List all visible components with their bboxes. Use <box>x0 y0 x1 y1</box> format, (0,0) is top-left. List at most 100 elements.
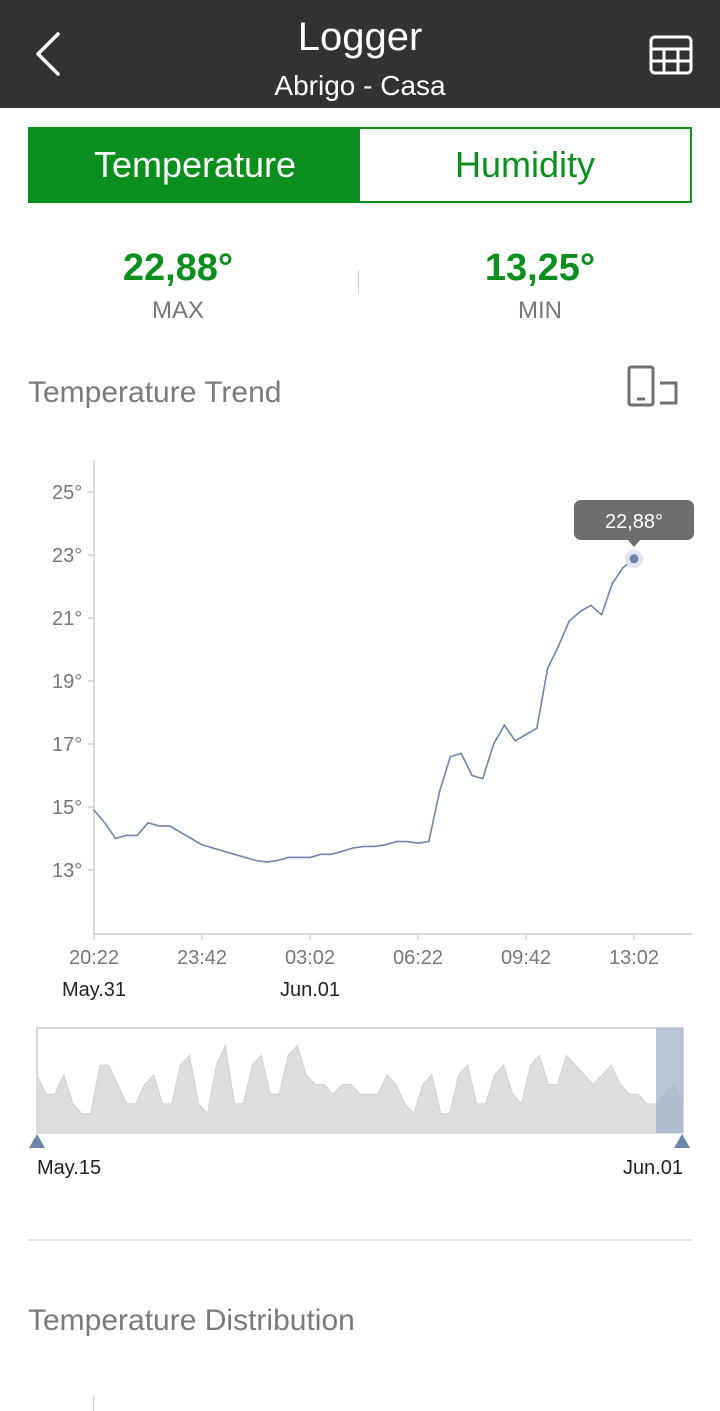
page-subtitle: Abrigo - Casa <box>274 70 446 101</box>
data-point <box>374 845 376 848</box>
y-tick-label: 21° <box>52 608 82 630</box>
page-title: Logger <box>297 15 423 59</box>
chevron-left-icon <box>36 32 60 76</box>
range-navigator[interactable]: May.15 Jun.01 <box>0 1020 720 1190</box>
data-point <box>449 755 452 758</box>
data-point <box>114 837 117 840</box>
value-tooltip: 22,88° <box>574 500 694 547</box>
data-point <box>309 856 311 859</box>
data-point <box>590 604 592 607</box>
y-tick-label: 15° <box>52 797 82 819</box>
data-point <box>525 733 527 736</box>
table-view-button[interactable] <box>648 32 694 78</box>
x-tick-label: 03:02 <box>285 947 335 969</box>
data-point <box>233 853 236 856</box>
rotate-screen-button[interactable] <box>626 364 682 410</box>
data-point <box>147 821 149 824</box>
navigator-end-label: Jun.01 <box>623 1157 683 1179</box>
temperature-series-line <box>93 558 635 863</box>
data-point <box>438 790 441 793</box>
tooltip-label: 22,88° <box>605 511 663 533</box>
data-point <box>168 825 171 827</box>
navigator-start-label: May.15 <box>37 1157 101 1179</box>
data-point <box>611 582 614 585</box>
max-value: 22,88° <box>122 247 234 289</box>
data-point <box>266 861 268 863</box>
data-point <box>406 840 409 843</box>
max-label: MAX <box>151 297 204 324</box>
data-point <box>557 645 560 648</box>
x-tick-label: 20:22 <box>69 947 119 969</box>
y-tick-label: 17° <box>52 734 82 756</box>
x-tick-label: 06:22 <box>393 947 443 969</box>
navigator-right-handle[interactable] <box>674 1134 690 1148</box>
data-point <box>471 774 473 777</box>
y-tick-label: 23° <box>52 545 82 567</box>
data-point <box>330 853 333 856</box>
data-point <box>417 842 419 845</box>
data-point <box>482 777 484 780</box>
data-point <box>287 856 290 859</box>
data-point <box>179 831 182 833</box>
data-point <box>136 834 138 837</box>
data-point <box>503 724 506 726</box>
data-point <box>158 825 160 827</box>
data-point <box>622 566 624 569</box>
distribution-chart-axis <box>93 1396 94 1411</box>
table-grid-icon <box>649 35 693 75</box>
data-point <box>212 847 214 849</box>
min-label: MIN <box>518 297 562 324</box>
data-point <box>298 856 301 859</box>
data-point <box>460 752 463 755</box>
x-date-label: May.31 <box>62 979 126 1001</box>
data-point <box>363 845 365 848</box>
min-value: 13,25° <box>484 247 596 289</box>
data-point <box>244 856 246 859</box>
x-date-label: Jun.01 <box>280 979 340 1001</box>
data-point <box>536 727 538 730</box>
temperature-trend-chart[interactable]: 13° 15° 17° 19° 21° 23° 25° 20:22 23:42 03:02 06:2… <box>0 440 720 1010</box>
x-tick-label: 23:42 <box>177 947 227 969</box>
data-point <box>514 740 516 742</box>
data-point <box>492 743 495 745</box>
section-divider <box>28 1239 692 1241</box>
trend-title: Temperature Trend <box>28 376 282 409</box>
min-stat: 13,25° MIN <box>390 246 690 326</box>
data-point <box>579 610 581 613</box>
data-point <box>352 847 355 849</box>
x-tick-label: 09:42 <box>501 947 551 969</box>
data-point <box>201 844 203 846</box>
data-point <box>384 844 387 846</box>
highlight-point[interactable] <box>629 554 639 564</box>
back-button[interactable] <box>30 28 70 80</box>
data-point <box>190 837 192 840</box>
data-point <box>341 850 344 852</box>
x-tick-label: 13:02 <box>609 947 659 969</box>
navigator-left-handle[interactable] <box>29 1134 45 1148</box>
tab-humidity[interactable]: Humidity <box>360 129 690 201</box>
data-point <box>568 620 570 622</box>
data-point <box>395 840 398 843</box>
distribution-title: Temperature Distribution <box>28 1304 355 1337</box>
tab-temperature[interactable]: Temperature <box>30 129 360 201</box>
app-header: Logger Abrigo - Casa <box>0 0 720 108</box>
data-point <box>93 809 95 811</box>
data-point <box>125 834 128 837</box>
data-point <box>255 859 257 862</box>
data-point <box>546 667 549 670</box>
navigator-selection[interactable] <box>656 1028 683 1133</box>
data-point <box>320 853 322 856</box>
data-point <box>600 614 603 616</box>
data-point <box>104 821 106 824</box>
stats-divider <box>358 270 359 294</box>
tab-bar: Temperature Humidity <box>28 127 692 203</box>
y-tick-label: 19° <box>52 671 82 693</box>
y-tick-label: 13° <box>52 860 82 882</box>
y-tick-label: 25° <box>52 482 82 504</box>
navigator-area <box>36 1043 684 1134</box>
max-stat: 22,88° MAX <box>28 246 328 326</box>
data-point <box>222 850 225 852</box>
rotate-screen-icon <box>627 365 678 407</box>
data-point <box>276 859 279 862</box>
data-point <box>428 840 430 843</box>
